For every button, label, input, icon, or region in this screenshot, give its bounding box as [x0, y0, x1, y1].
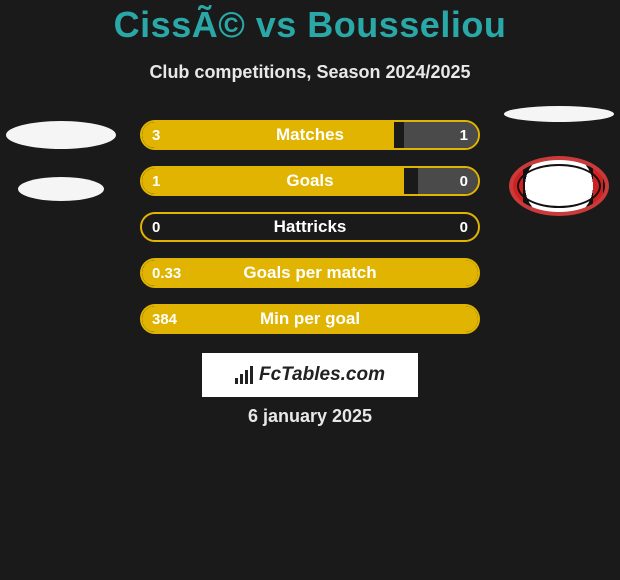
stat-label: Hattricks — [274, 217, 347, 237]
club-logo-icon — [509, 156, 609, 216]
placeholder-ellipse — [18, 177, 104, 201]
player-badge-left — [6, 106, 116, 216]
stat-label: Matches — [276, 125, 344, 145]
stat-value-right: 1 — [460, 127, 468, 144]
player-badge-right — [504, 106, 614, 216]
stats-container: 3 Matches 1 1 Goals 0 0 Hattricks 0 0.33 Goals per… — [140, 120, 480, 334]
stat-value-left: 384 — [152, 311, 177, 328]
stat-value-left: 3 — [152, 127, 160, 144]
subtitle: Club competitions, Season 2024/2025 — [0, 62, 620, 83]
stat-fill-right — [418, 168, 478, 194]
stat-value-left: 0.33 — [152, 265, 181, 282]
stat-row: 0 Hattricks 0 — [140, 212, 480, 242]
bar-chart-icon — [235, 366, 255, 384]
stat-row: 384 Min per goal — [140, 304, 480, 334]
stat-value-left: 1 — [152, 173, 160, 190]
stat-row: 1 Goals 0 — [140, 166, 480, 196]
date-label: 6 january 2025 — [248, 406, 372, 427]
stat-fill-left — [142, 168, 404, 194]
placeholder-ellipse — [6, 121, 116, 149]
page-title: CissÃ© vs Bousseliou — [0, 0, 620, 46]
brand-badge[interactable]: FcTables.com — [202, 353, 418, 397]
stat-row: 3 Matches 1 — [140, 120, 480, 150]
stat-label: Goals per match — [243, 263, 376, 283]
stat-label: Goals — [286, 171, 333, 191]
stat-row: 0.33 Goals per match — [140, 258, 480, 288]
stat-fill-left — [142, 122, 394, 148]
placeholder-ellipse — [504, 106, 614, 122]
stat-value-left: 0 — [152, 219, 160, 236]
brand-text: FcTables.com — [259, 364, 385, 386]
stat-value-right: 0 — [460, 219, 468, 236]
stat-label: Min per goal — [260, 309, 360, 329]
stat-value-right: 0 — [460, 173, 468, 190]
